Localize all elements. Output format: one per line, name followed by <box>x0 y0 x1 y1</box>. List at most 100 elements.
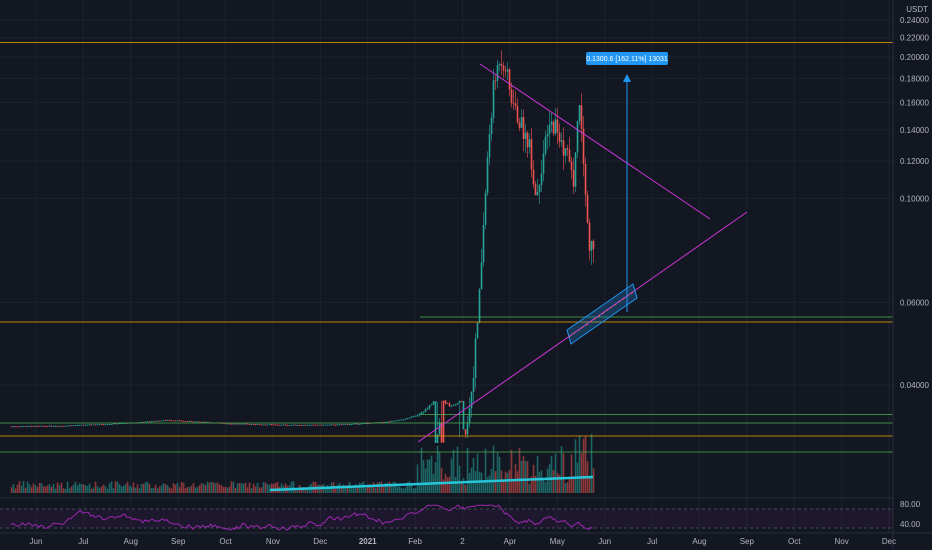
candle-body <box>458 400 461 404</box>
measure-info-box[interactable]: 0.1300.6 [162.11%] 13031 <box>586 52 668 65</box>
volume-bar <box>436 445 439 493</box>
candle-body <box>392 420 395 422</box>
volume-bar <box>280 483 283 493</box>
candle-body <box>300 425 303 426</box>
candle-body <box>554 119 557 134</box>
candle-body <box>258 424 261 425</box>
candle-body <box>418 414 421 416</box>
volume-bar <box>488 475 491 493</box>
candle-body <box>48 425 51 427</box>
candle-body <box>470 391 473 408</box>
volume-bar <box>148 483 151 493</box>
volume-bar <box>324 487 327 493</box>
volume-trend-line[interactable] <box>269 475 594 492</box>
candle-body <box>66 425 69 427</box>
candle-body <box>172 420 175 422</box>
candle-body <box>40 425 43 427</box>
volume-bar <box>196 487 199 493</box>
candle-body <box>342 424 345 426</box>
candle-body <box>440 421 443 443</box>
candle-body <box>546 133 549 137</box>
volume-bar <box>204 484 207 493</box>
volume-bar <box>210 481 213 493</box>
candle-body <box>54 426 57 427</box>
volume-bar <box>136 484 139 493</box>
volume-bar <box>518 448 521 493</box>
candle-body <box>78 424 81 426</box>
trend-drawings[interactable] <box>269 63 748 492</box>
volume-bar <box>582 438 585 493</box>
volume-bar <box>48 484 51 493</box>
candle-body <box>118 423 121 425</box>
candle-body <box>496 65 499 81</box>
volume-bar <box>516 471 519 493</box>
y-tick-label: 0.14000 <box>900 126 929 135</box>
volume-bar <box>264 482 267 493</box>
volume-bar <box>114 481 117 493</box>
candle-body <box>346 424 349 426</box>
volume-bar <box>192 483 195 493</box>
volume-bar <box>82 484 85 493</box>
rsi-tick-label: 40.00 <box>900 520 921 529</box>
volume-bar <box>376 482 379 493</box>
candle-body <box>380 422 383 423</box>
time-scale[interactable]: Jun Jul Aug Sep Oct Nov Dec 2021 Feb 2 Apr May Jun Ju… <box>0 532 932 546</box>
candle-body <box>88 424 91 426</box>
volume-bar <box>592 468 595 493</box>
candle-body <box>426 408 429 410</box>
candle-body <box>22 426 25 427</box>
volume-bar <box>480 472 483 493</box>
volume-bar <box>452 449 455 493</box>
volume-bar <box>456 446 459 493</box>
candle-body <box>166 420 169 422</box>
volume-bar <box>410 484 413 493</box>
candle-body <box>100 424 103 425</box>
triangle-upper-line[interactable] <box>479 63 711 220</box>
volume-bar <box>234 488 237 493</box>
candle-body <box>518 122 521 128</box>
candle-body <box>244 423 247 425</box>
candle-body <box>86 424 89 426</box>
volume-bar <box>150 487 153 493</box>
volume-bar <box>110 481 113 493</box>
candle-body <box>464 429 467 435</box>
candle-body <box>330 424 333 426</box>
candle-body <box>366 423 369 425</box>
candle-body <box>500 63 503 66</box>
volume-bar <box>584 436 587 493</box>
candle-body <box>406 418 409 420</box>
candle-body <box>268 424 271 426</box>
y-tick-label: 0.12000 <box>900 157 929 166</box>
candle-body <box>442 400 445 443</box>
candle-body <box>438 421 441 435</box>
candle-body <box>474 338 477 378</box>
volume-bar <box>206 481 209 493</box>
volume-bar <box>302 487 305 493</box>
candle-body <box>178 420 181 422</box>
candle-body <box>384 421 387 423</box>
volume-bar <box>34 485 37 493</box>
candle-body <box>580 105 583 129</box>
candle-body <box>260 424 263 426</box>
triangle-lower-line[interactable] <box>417 211 748 443</box>
candle-body <box>106 424 109 426</box>
volume-bar <box>246 487 249 493</box>
candle-body <box>492 80 495 118</box>
volume-bar <box>226 487 229 493</box>
candle-body <box>56 426 59 427</box>
candle-body <box>62 425 65 427</box>
volume-bar <box>68 488 71 493</box>
candle-body <box>564 148 567 156</box>
candle-body <box>484 192 487 226</box>
volume-bar <box>54 488 57 493</box>
candle-body <box>250 424 253 425</box>
volume-bar <box>556 472 559 493</box>
price-scale[interactable]: USDT 0.24000 0.22000 0.20000 0.18000 0.16000… <box>892 0 932 550</box>
candle-body <box>390 421 393 422</box>
candle-body <box>288 424 291 426</box>
x-tick-label: Sep <box>171 537 186 546</box>
volume-bar <box>578 435 581 493</box>
volume-bar <box>146 481 149 493</box>
candle-body <box>184 421 187 422</box>
